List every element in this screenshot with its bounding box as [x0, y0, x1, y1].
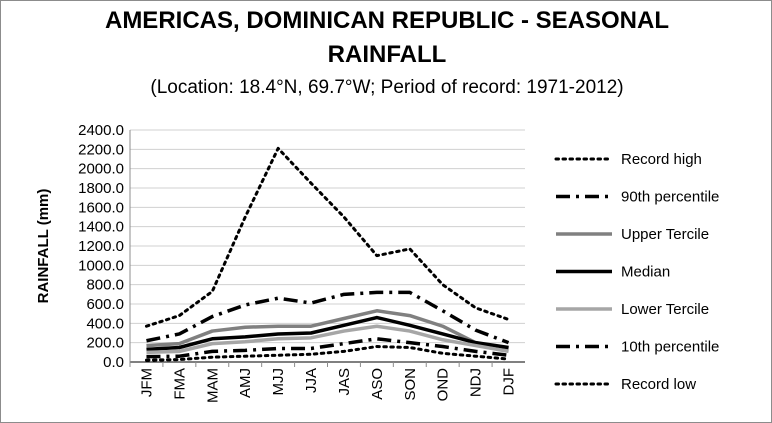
series-line-90th-percentile [146, 290, 510, 345]
legend-label: Record low [621, 376, 696, 393]
x-tick-label: AMJ [237, 368, 254, 398]
x-tick-label: SON [402, 368, 419, 401]
y-axis-label: RAINFALL (mm) [35, 189, 52, 304]
legend-label: Upper Tercile [621, 226, 709, 243]
legend-label: 10th percentile [621, 339, 719, 356]
series-line-upper-tercile [146, 309, 509, 351]
series-line-record-high [144, 146, 511, 328]
chart-title: AMERICAS, DOMINICAN REPUBLIC - SEASONAL [104, 7, 669, 34]
x-tick-label: ASO [369, 368, 386, 400]
series-line-median [146, 315, 509, 352]
series-line-record-low [144, 345, 511, 362]
legend-label: 90th percentile [621, 189, 719, 206]
y-tick-label: 2400.0 [78, 122, 124, 139]
x-tick-label: JJA [303, 368, 320, 393]
x-tick-label: JFM [138, 368, 155, 397]
chart-subtitle: (Location: 18.4°N, 69.7°W; Period of rec… [150, 77, 624, 98]
y-tick-label: 1200.0 [78, 238, 124, 255]
x-tick-label: NDJ [468, 368, 485, 397]
x-tick-label: FMA [171, 368, 188, 400]
y-tick-label: 600.0 [86, 296, 124, 313]
legend-label: Record high [621, 151, 702, 168]
x-tick-label: MJJ [270, 368, 287, 396]
y-tick-label: 1000.0 [78, 257, 124, 274]
y-tick-label: 1600.0 [78, 199, 124, 216]
y-tick-label: 1400.0 [78, 219, 124, 236]
y-tick-label: 800.0 [86, 277, 124, 294]
legend-label: Median [621, 264, 670, 281]
y-tick-label: 0.0 [103, 354, 124, 371]
y-tick-label: 2200.0 [78, 141, 124, 158]
x-tick-label: JAS [336, 368, 353, 396]
x-tick-label: OND [435, 368, 452, 402]
x-tick-label: MAM [204, 368, 221, 403]
y-tick-label: 1800.0 [78, 180, 124, 197]
y-tick-label: 2000.0 [78, 161, 124, 178]
legend-label: Lower Tercile [621, 301, 709, 318]
x-tick-label: DJF [501, 368, 518, 396]
chart-title-line-2: RAINFALL [327, 41, 447, 68]
y-tick-label: 200.0 [86, 335, 124, 352]
y-tick-label: 400.0 [86, 315, 124, 332]
series-line-lower-tercile [146, 324, 509, 355]
series-line-10th-percentile [146, 337, 509, 359]
